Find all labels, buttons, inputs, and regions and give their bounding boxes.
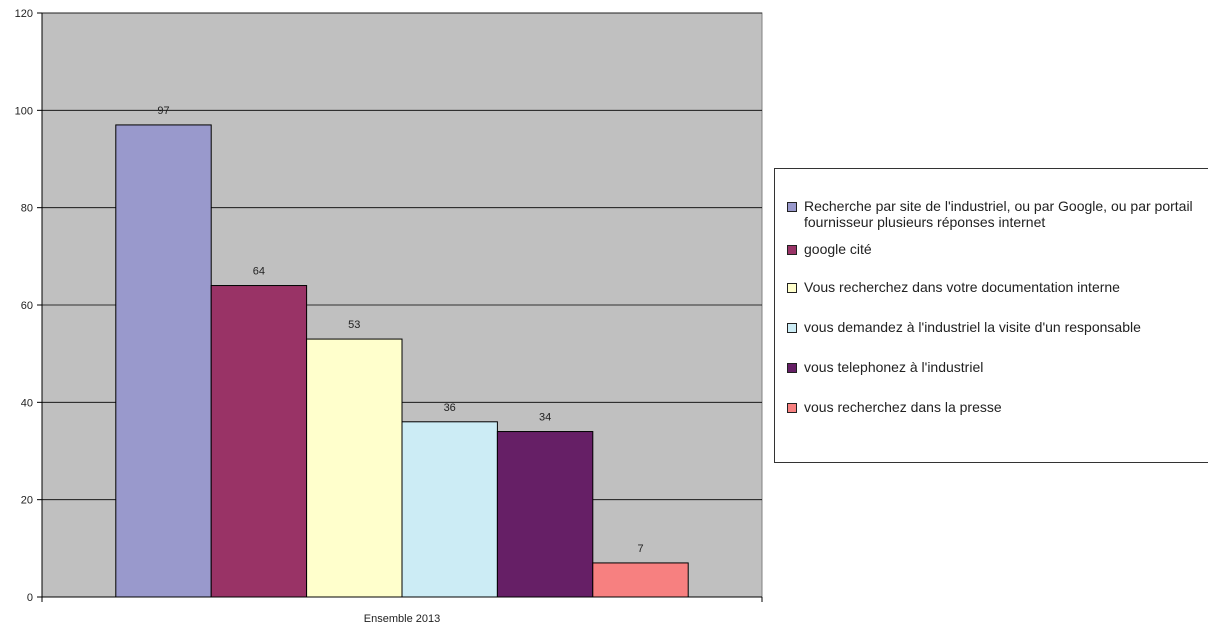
data-label: 97 (157, 105, 169, 117)
y-tick-label: 100 (15, 105, 33, 117)
legend-item-google: google cité (787, 241, 1207, 257)
legend-item-presse: vous recherchez dans la presse (787, 399, 1207, 415)
legend-swatch (787, 245, 797, 255)
legend-item-documentation: Vous recherchez dans votre documentation… (787, 279, 1207, 295)
y-tick-label: 60 (21, 300, 33, 312)
legend-item-telephone: vous telephonez à l'industriel (787, 359, 1207, 375)
legend-label: Recherche par site de l'industriel, ou p… (804, 198, 1193, 230)
legend-label: vous recherchez dans la presse (804, 399, 1002, 415)
legend-swatch (787, 283, 797, 293)
bar (496, 431, 594, 598)
legend-label: Vous recherchez dans votre documentation… (804, 279, 1120, 295)
bar (115, 124, 212, 598)
bar (306, 338, 403, 598)
legend-swatch (787, 202, 797, 212)
data-label: 34 (539, 412, 551, 424)
y-tick-label: 40 (21, 397, 33, 409)
legend-swatch (787, 403, 797, 413)
legend-swatch (787, 363, 797, 373)
y-tick-label: 0 (27, 592, 33, 604)
data-label: 36 (444, 402, 456, 414)
legend-label: google cité (804, 241, 872, 257)
y-tick-label: 120 (15, 8, 33, 20)
legend-swatch (787, 323, 797, 333)
legend-item-visite: vous demandez à l'industriel la visite d… (787, 319, 1207, 335)
data-label: 64 (253, 266, 265, 278)
bar (210, 285, 308, 598)
bar (592, 562, 689, 598)
legend-label: vous telephonez à l'industriel (804, 359, 984, 375)
data-label: 7 (637, 543, 643, 555)
y-tick-label: 80 (21, 203, 33, 215)
legend-item-site-industriel: Recherche par site de l'industriel, ou p… (787, 198, 1207, 230)
x-category-label: Ensemble 2013 (364, 613, 440, 625)
y-tick-label: 20 (21, 495, 33, 507)
legend-label: vous demandez à l'industriel la visite d… (804, 319, 1141, 335)
legend: Recherche par site de l'industriel, ou p… (774, 168, 1208, 463)
data-label: 53 (348, 319, 360, 331)
bar (401, 421, 498, 598)
